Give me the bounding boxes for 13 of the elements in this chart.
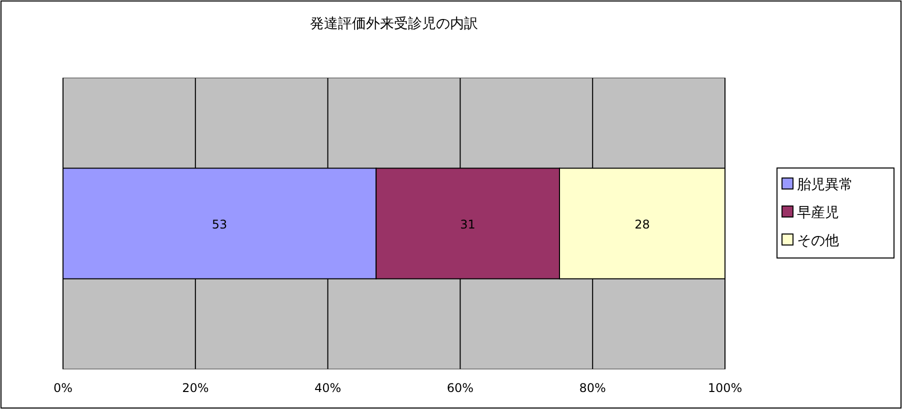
x-tick-label: 20% <box>182 381 209 395</box>
x-tick-label: 0% <box>53 381 73 395</box>
annotation: 53 <box>212 218 228 232</box>
legend-label: 胎児異常 <box>797 177 853 193</box>
legend-label: その他 <box>797 233 839 249</box>
x-tick-label: 100% <box>708 381 742 395</box>
x-tick-label: 40% <box>314 381 342 395</box>
legend-label: 早産児 <box>797 205 839 221</box>
x-tick-label: 80% <box>579 381 606 395</box>
annotation: 28 <box>634 218 650 232</box>
annotation: 31 <box>460 218 476 232</box>
x-tick-label: 60% <box>446 381 474 395</box>
chart-title: 発達評価外来受診児の内訳 <box>310 16 478 32</box>
